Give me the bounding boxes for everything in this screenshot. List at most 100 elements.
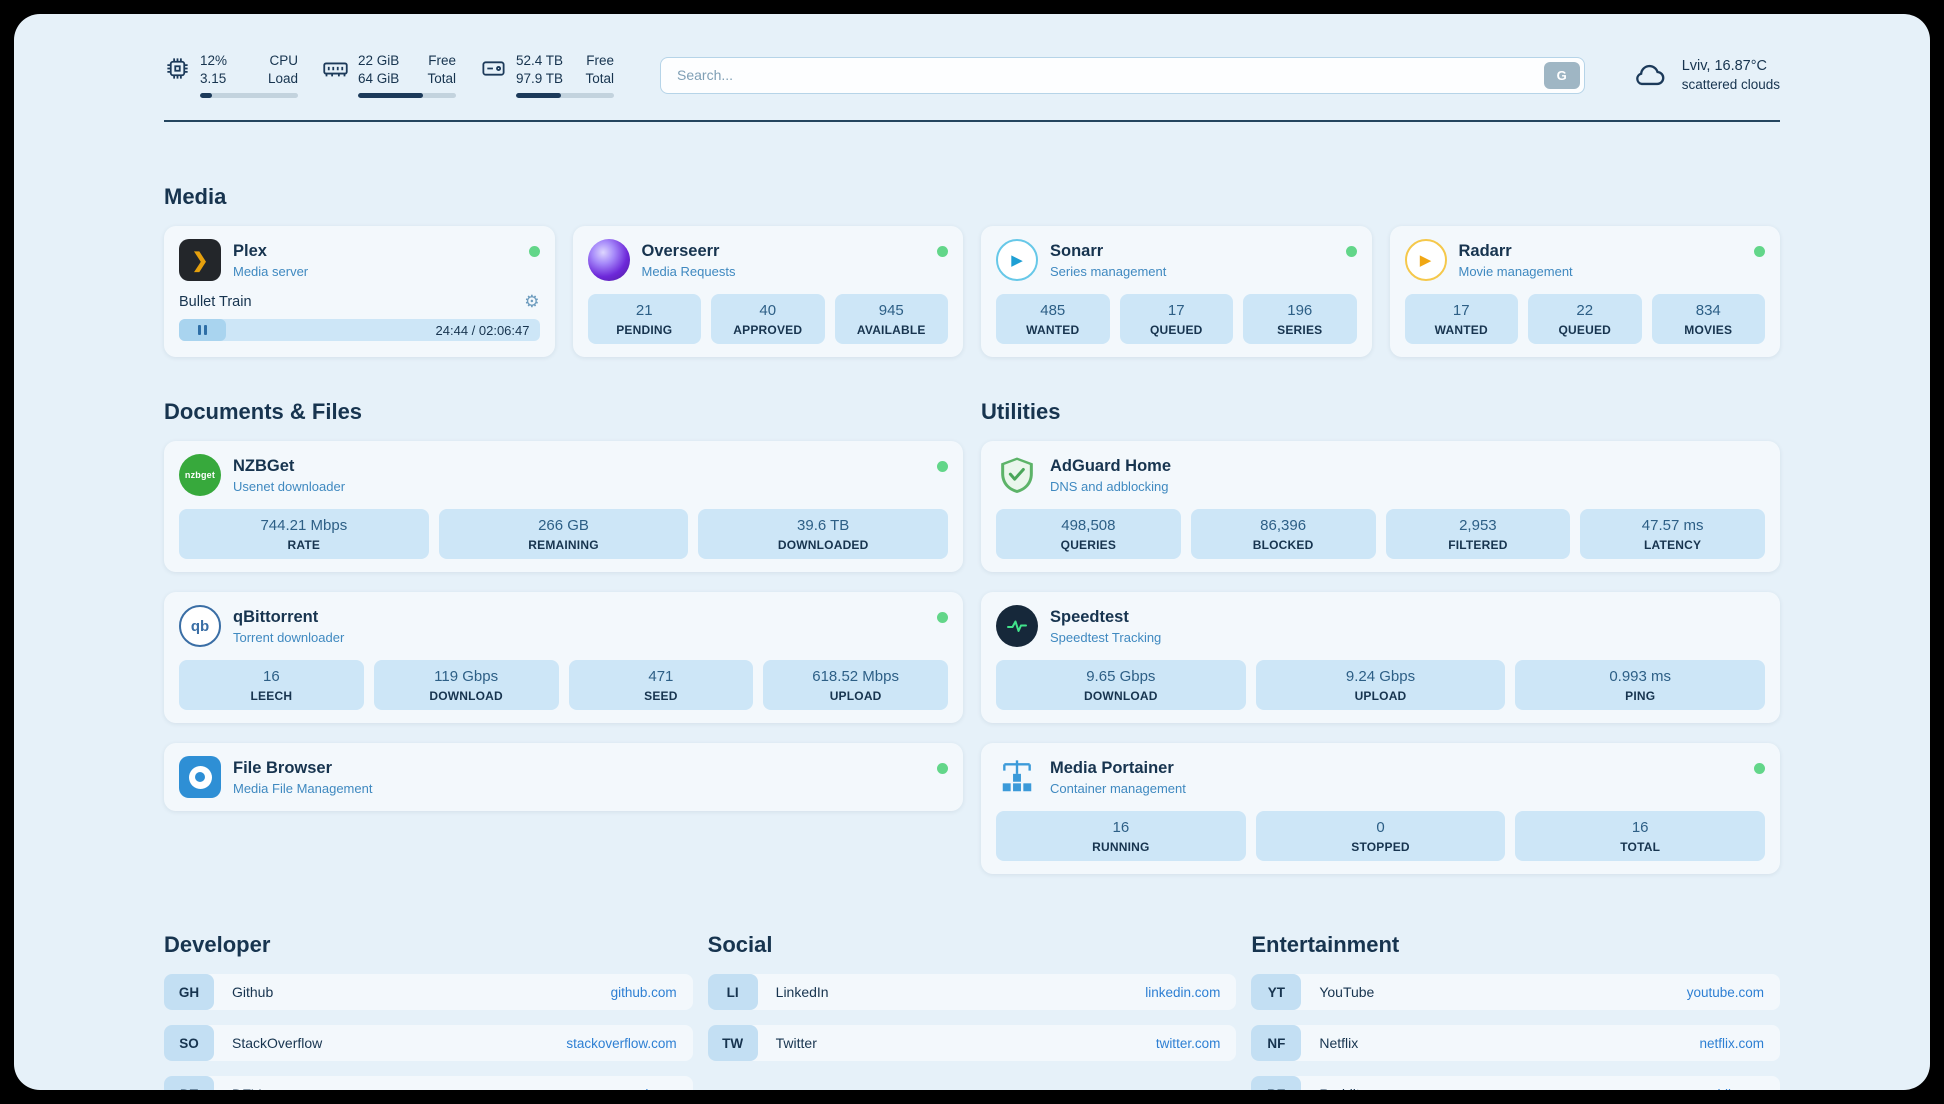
ram-progress-bar: [358, 93, 456, 99]
adguard-icon: [996, 454, 1038, 496]
stat-upload: 618.52 Mbps UPLOAD: [763, 660, 948, 711]
cpu-widget: 12% CPU 3.15 Load: [164, 52, 298, 99]
header-bar: 12% CPU 3.15 Load 22 GiB Free 64 GiB Total: [164, 52, 1780, 99]
linkedin-abbr: LI: [707, 974, 758, 1011]
media-grid: ❯ Plex Media server Bullet Train ⚙ 24:44…: [164, 226, 1780, 358]
ram-progress-fill: [358, 93, 423, 99]
portainer-icon: [996, 756, 1038, 798]
youtube-abbr: YT: [1251, 974, 1302, 1011]
stat-filtered: 2,953 FILTERED: [1385, 509, 1571, 560]
stat-latency: 47.57 ms LATENCY: [1580, 509, 1765, 560]
service-subtitle: Speedtest Tracking: [1050, 629, 1162, 645]
stat-ping: 0.993 ms PING: [1515, 660, 1766, 711]
stat-upload: 9.24 Gbps UPLOAD: [1255, 660, 1506, 711]
link-github[interactable]: GH Github github.com: [164, 974, 693, 1011]
service-subtitle: Media File Management: [233, 780, 373, 796]
stat-series: 196 SERIES: [1243, 294, 1357, 345]
link-url: dev.to: [641, 1087, 677, 1090]
service-card-overseerr[interactable]: Overseerr Media Requests 21 PENDING 40 APP…: [572, 226, 963, 358]
service-card-nzbget[interactable]: nzbget NZBGet Usenet downloader 744.21 M…: [164, 441, 963, 573]
link-name: LinkedIn: [775, 984, 829, 1001]
service-card-filebrowser[interactable]: File Browser Media File Management: [164, 743, 963, 812]
service-card-portainer[interactable]: Media Portainer Container management 16 R…: [981, 743, 1780, 875]
twitter-abbr: TW: [707, 1025, 758, 1062]
link-name: Reddit: [1319, 1086, 1359, 1090]
section-media: Media ❯ Plex Media server Bullet Train ⚙: [164, 184, 1780, 358]
media-section-title: Media: [164, 184, 227, 210]
link-twitter[interactable]: TW Twitter twitter.com: [707, 1025, 1237, 1062]
disk-free-value: 52.4 TB: [516, 53, 564, 68]
service-name: Radarr: [1458, 241, 1512, 260]
status-dot: [937, 612, 948, 624]
now-playing-title: Bullet Train: [179, 293, 252, 310]
link-name: Netflix: [1319, 1035, 1359, 1052]
service-card-speedtest[interactable]: Speedtest Speedtest Tracking 9.65 Gbps DO…: [981, 592, 1780, 724]
pause-icon[interactable]: [197, 325, 207, 336]
service-subtitle: Media server: [233, 263, 309, 279]
sonarr-icon: ▶: [996, 239, 1038, 282]
ram-widget: 22 GiB Free 64 GiB Total: [322, 52, 456, 99]
status-dot: [1754, 763, 1765, 775]
search-provider-button[interactable]: G: [1543, 61, 1580, 89]
link-stackoverflow[interactable]: SO StackOverflow stackoverflow.com: [164, 1025, 693, 1062]
service-card-radarr[interactable]: ▶ Radarr Movie management 17 WANTED 22 QUE…: [1389, 226, 1780, 358]
stat-stopped: 0 STOPPED: [1255, 811, 1506, 862]
stackoverflow-abbr: SO: [164, 1025, 214, 1062]
section-entertainment: Entertainment YT YouTube youtube.com NF …: [1251, 932, 1780, 1090]
stat-wanted: 485 WANTED: [996, 294, 1110, 345]
plex-progress-bar[interactable]: 24:44 / 02:06:47: [179, 319, 540, 342]
stat-total: 16 TOTAL: [1515, 811, 1766, 862]
ram-total-label: Total: [427, 71, 456, 87]
service-name: Media Portainer: [1050, 758, 1174, 777]
cpu-progress-bar: [200, 93, 298, 99]
service-card-adguard[interactable]: AdGuard Home DNS and adblocking 498,508 Q…: [981, 441, 1780, 573]
stat-rate: 744.21 Mbps RATE: [179, 509, 429, 560]
link-url: github.com: [610, 984, 677, 1000]
service-name: File Browser: [233, 758, 333, 777]
radarr-icon: ▶: [1404, 239, 1447, 282]
link-url: twitter.com: [1155, 1035, 1221, 1051]
social-section-title: Social: [707, 932, 773, 958]
cpu-load-label: Load: [267, 71, 298, 87]
section-social: Social LI LinkedIn linkedin.com TW Twitt…: [707, 932, 1237, 1090]
overseerr-icon: [587, 239, 630, 282]
ram-icon: [322, 52, 349, 87]
weather-widget: Lviv, 16.87°C scattered clouds: [1631, 57, 1780, 94]
search-input[interactable]: [660, 56, 1585, 94]
stat-wanted: 17 WANTED: [1404, 294, 1518, 345]
stat-available: 945 AVAILABLE: [834, 294, 948, 345]
filebrowser-icon: [179, 756, 221, 799]
section-developer: Developer GH Github github.com SO StackO…: [164, 932, 693, 1090]
status-dot: [937, 461, 948, 473]
link-dev[interactable]: DT DEV dev.to: [164, 1076, 693, 1090]
link-url: netflix.com: [1699, 1035, 1764, 1051]
service-card-qbittorrent[interactable]: qb qBittorrent Torrent downloader 16 LEEC…: [164, 592, 963, 724]
qbittorrent-icon: qb: [179, 605, 221, 648]
link-url: stackoverflow.com: [566, 1035, 677, 1051]
service-subtitle: DNS and adblocking: [1050, 478, 1169, 494]
service-name: NZBGet: [233, 456, 295, 475]
gear-icon[interactable]: ⚙: [524, 292, 540, 312]
cpu-usage-label: CPU: [269, 53, 298, 68]
link-linkedin[interactable]: LI LinkedIn linkedin.com: [707, 974, 1237, 1011]
link-youtube[interactable]: YT YouTube youtube.com: [1251, 974, 1780, 1011]
service-card-plex[interactable]: ❯ Plex Media server Bullet Train ⚙ 24:44…: [164, 226, 555, 358]
plex-progress-fill[interactable]: [179, 319, 226, 342]
link-name: YouTube: [1319, 984, 1375, 1001]
cloud-icon: [1631, 57, 1669, 94]
link-url: youtube.com: [1686, 984, 1764, 1000]
system-widgets: 12% CPU 3.15 Load 22 GiB Free 64 GiB Total: [164, 52, 614, 99]
link-netflix[interactable]: NF Netflix netflix.com: [1251, 1025, 1780, 1062]
disk-free-label: Free: [586, 53, 614, 68]
status-dot: [528, 246, 540, 258]
link-name: Twitter: [775, 1035, 817, 1052]
service-name: AdGuard Home: [1050, 456, 1172, 475]
github-abbr: GH: [164, 974, 214, 1011]
service-card-sonarr[interactable]: ▶ Sonarr Series management 485 WANTED 17 Q…: [981, 226, 1372, 358]
stat-queued: 22 QUEUED: [1528, 294, 1642, 345]
stat-remaining: 266 GB REMAINING: [438, 509, 689, 560]
status-dot: [937, 763, 948, 775]
service-name: Plex: [233, 241, 267, 260]
link-reddit[interactable]: RE Reddit reddit.com: [1251, 1076, 1780, 1090]
ram-free-value: 22 GiB: [358, 53, 400, 68]
